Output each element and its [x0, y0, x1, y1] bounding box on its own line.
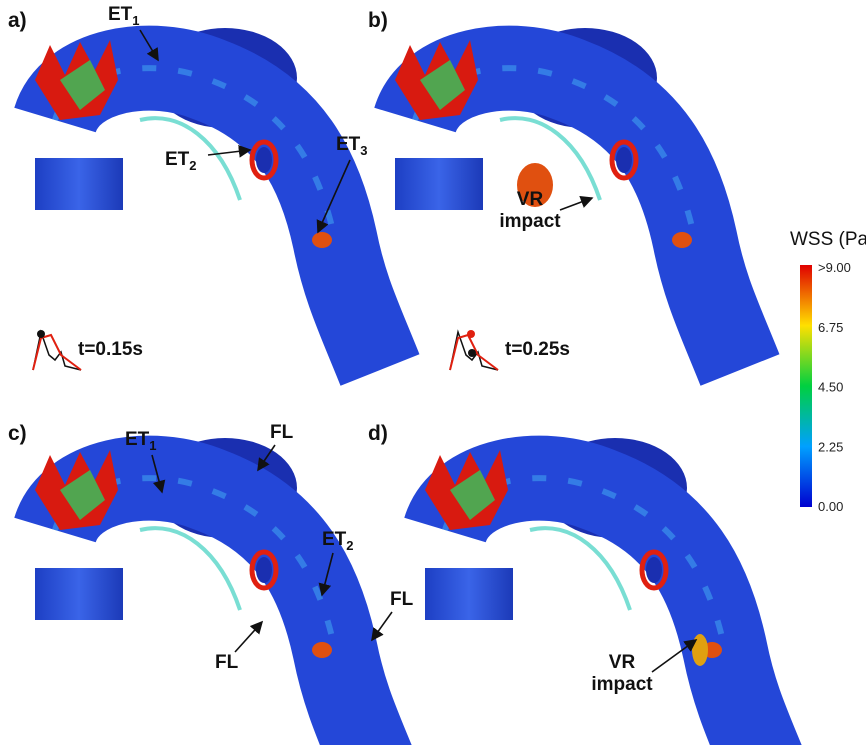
- annotation: ET3: [336, 134, 368, 158]
- annotation: FL: [390, 589, 414, 610]
- annotation: FL: [270, 422, 294, 443]
- panel-label: b): [368, 9, 388, 32]
- annotation: FL: [215, 652, 239, 673]
- colorbar-tick-label: 0.00: [818, 499, 843, 514]
- aorta-render: [35, 438, 380, 745]
- panel-label: c): [8, 422, 27, 445]
- panel-label: a): [8, 9, 27, 32]
- colorbar-tick-label: 4.50: [818, 380, 843, 395]
- annotation: VR impact: [499, 189, 561, 232]
- aorta-render: [395, 28, 740, 370]
- colorbar-tick-label: >9.00: [818, 260, 851, 275]
- annotation: ET1: [125, 429, 157, 453]
- hotspot: [517, 163, 553, 207]
- panel-label: d): [368, 422, 388, 445]
- annotation: ET2: [322, 529, 354, 553]
- colorbar-tick-label: 2.25: [818, 439, 843, 454]
- aorta-render: [35, 28, 380, 370]
- colorbar-title: WSS (Pa): [790, 229, 866, 250]
- annotation: ET2: [165, 149, 197, 173]
- hotspot: [692, 634, 708, 666]
- annotation: VR impact: [591, 652, 653, 695]
- colorbar: [800, 265, 812, 507]
- colorbar-tick-label: 6.75: [818, 320, 843, 335]
- aorta-render: [425, 438, 770, 745]
- time-label: t=0.25s: [505, 339, 570, 360]
- annotation: ET1: [108, 4, 140, 28]
- time-label: t=0.15s: [78, 339, 143, 360]
